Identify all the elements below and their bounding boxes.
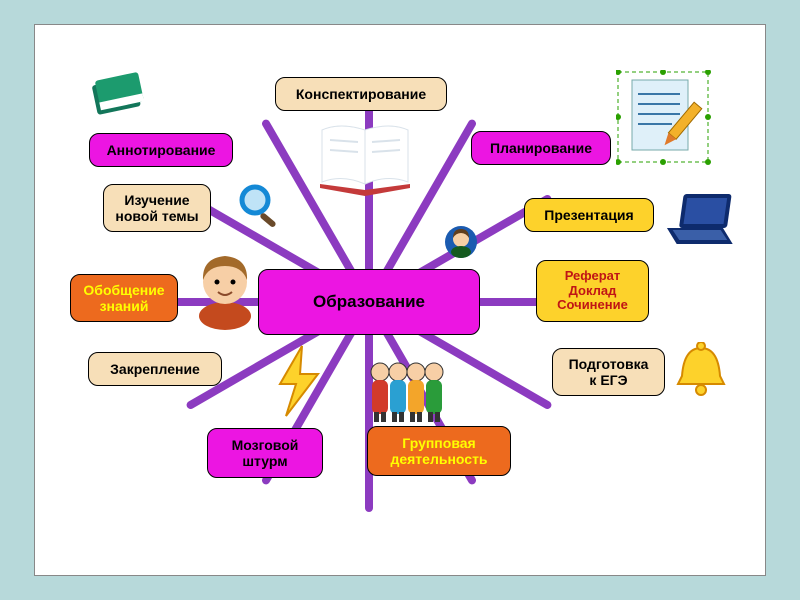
lightning-icon <box>272 344 326 418</box>
avatar-small-icon <box>444 225 478 259</box>
node-brainstorm: Мозговой штурм <box>207 428 323 478</box>
node-konspekt: Конспектирование <box>275 77 447 111</box>
node-podgot: Подготовка к ЕГЭ <box>552 348 665 396</box>
center-node: Образование <box>258 269 480 335</box>
node-plan: Планирование <box>471 131 611 165</box>
books-icon <box>84 68 156 120</box>
node-group: Групповая деятельность <box>367 426 511 476</box>
bell-icon <box>674 342 728 400</box>
open-book-icon <box>310 120 420 198</box>
magnifier-icon <box>237 182 283 228</box>
node-obobsh: Обобщение знаний <box>70 274 178 322</box>
node-present: Презентация <box>524 198 654 232</box>
node-referat: Реферат Доклад Сочинение <box>536 260 649 322</box>
avatar-icon <box>194 250 256 330</box>
laptop-icon <box>666 192 746 250</box>
node-newtopic: Изучение новой темы <box>103 184 211 232</box>
diagram-stage: Образование Аннотирование Конспектирование… <box>0 0 800 600</box>
node-annot: Аннотирование <box>89 133 233 167</box>
node-zakrep: Закрепление <box>88 352 222 386</box>
people-group-icon <box>364 358 444 424</box>
document-pencil-icon <box>616 70 711 165</box>
